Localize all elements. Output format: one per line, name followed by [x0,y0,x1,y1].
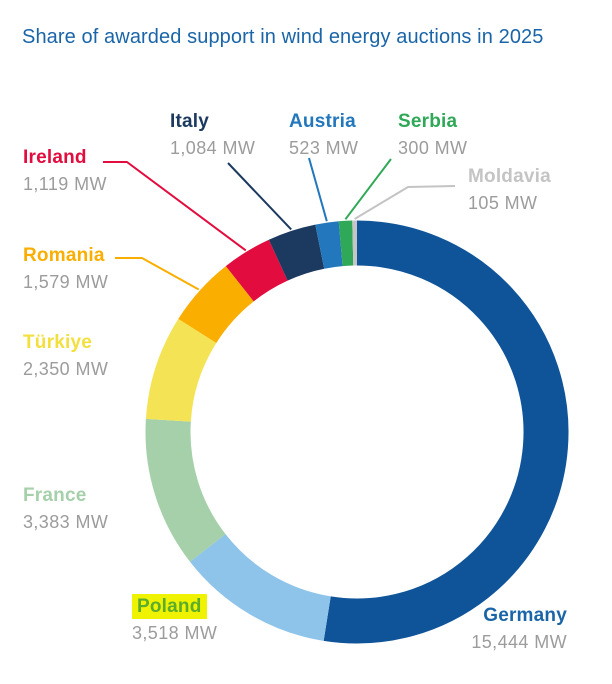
country-name-romania: Romania [23,245,105,266]
country-value-france: 3,383 MW [23,512,109,532]
leader-line-moldavia [354,185,456,220]
leader-line-ireland [103,161,247,252]
country-value-ireland: 1,119 MW [23,174,107,194]
leader-line-italy [227,162,292,231]
country-name-france: France [23,485,87,506]
label-moldavia: Moldavia 105 MW [468,167,551,212]
country-value-romania: 1,579 MW [23,272,109,292]
country-name-italy: Italy [170,111,210,132]
country-name-turkiye: Türkiye [23,332,92,353]
country-value-austria: 523 MW [289,138,359,158]
country-value-moldavia: 105 MW [468,193,538,213]
country-value-poland: 3,518 MW [132,623,218,643]
label-serbia: Serbia 300 MW [398,112,467,157]
label-italy: Italy 1,084 MW [170,112,255,157]
country-value-germany: 15,444 MW [471,632,567,652]
donut-segment-france [145,418,226,562]
label-poland: Poland 3,518 MW [132,594,217,642]
country-name-ireland: Ireland [23,147,87,168]
country-name-poland: Poland [132,594,207,619]
country-name-austria: Austria [289,111,356,132]
label-ireland: Ireland 1,119 MW [23,148,107,193]
leader-line-austria [308,157,328,222]
leader-line-serbia [344,158,392,220]
label-romania: Romania 1,579 MW [23,246,108,291]
country-name-germany: Germany [483,605,567,626]
chart-title: Share of awarded support in wind energy … [22,26,544,48]
donut-segment-romania [178,266,255,344]
donut-segment-poland [190,533,332,641]
country-name-serbia: Serbia [398,111,458,132]
leader-line-romania [115,257,200,291]
label-turkiye: Türkiye 2,350 MW [23,333,108,378]
donut-segment-germany [323,220,569,644]
donut-segment-italy [268,224,325,281]
donut-segment-türkiye [145,318,217,423]
country-name-moldavia: Moldavia [468,166,551,187]
donut-segment-serbia [338,220,354,267]
country-value-turkiye: 2,350 MW [23,359,109,379]
country-value-italy: 1,084 MW [170,138,256,158]
country-value-serbia: 300 MW [398,138,468,158]
label-germany: Germany 15,444 MW [471,606,567,651]
label-austria: Austria 523 MW [289,112,358,157]
donut-segment-austria [315,221,343,269]
donut-segment-ireland [225,239,289,302]
label-france: France 3,383 MW [23,486,108,531]
